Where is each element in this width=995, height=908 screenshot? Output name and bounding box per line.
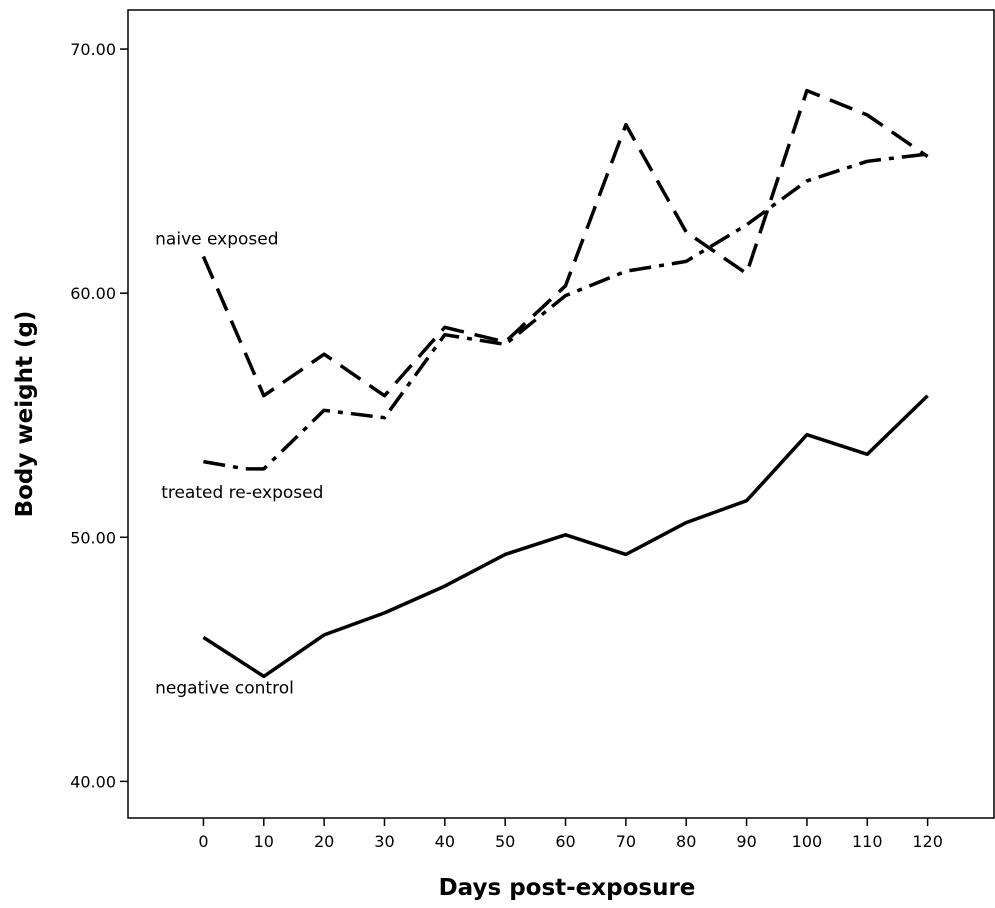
y-axis: 40.00 50.00 60.00 70.00 bbox=[70, 40, 128, 791]
plot-frame bbox=[127, 9, 995, 819]
series-label: naive exposed bbox=[155, 229, 278, 249]
series-line-treated-re-exposed bbox=[203, 152, 928, 471]
x-tick-label: 110 bbox=[852, 832, 883, 851]
x-tick-label: 50 bbox=[495, 832, 515, 851]
x-tick-label: 60 bbox=[555, 832, 575, 851]
x-tick-label: 0 bbox=[198, 832, 208, 851]
x-tick-label: 40 bbox=[435, 832, 455, 851]
x-tick-label: 90 bbox=[736, 832, 756, 851]
series-layer bbox=[201, 88, 929, 679]
series-line-negative-control bbox=[202, 394, 929, 679]
x-tick-label: 100 bbox=[792, 832, 823, 851]
x-tick-label: 10 bbox=[254, 832, 274, 851]
series-label: treated re-exposed bbox=[161, 483, 323, 503]
x-axis-title: Days post-exposure bbox=[439, 875, 696, 901]
x-axis: 0 10 20 30 40 50 60 70 80 90 100 110 120 bbox=[198, 818, 943, 851]
x-tick-label: 120 bbox=[912, 832, 943, 851]
y-axis-title: Body weight (g) bbox=[12, 311, 38, 518]
y-tick-label: 40.00 bbox=[70, 772, 116, 791]
x-tick-label: 30 bbox=[374, 832, 394, 851]
x-tick-label: 80 bbox=[676, 832, 696, 851]
series-labels: naive exposed treated re-exposed negative … bbox=[155, 229, 323, 698]
y-tick-label: 50.00 bbox=[70, 528, 116, 547]
x-tick-label: 20 bbox=[314, 832, 334, 851]
y-tick-label: 70.00 bbox=[70, 40, 116, 59]
series-label: negative control bbox=[155, 679, 294, 699]
y-tick-label: 60.00 bbox=[70, 284, 116, 303]
series-line-naive-exposed bbox=[201, 88, 929, 398]
x-tick-label: 70 bbox=[616, 832, 636, 851]
